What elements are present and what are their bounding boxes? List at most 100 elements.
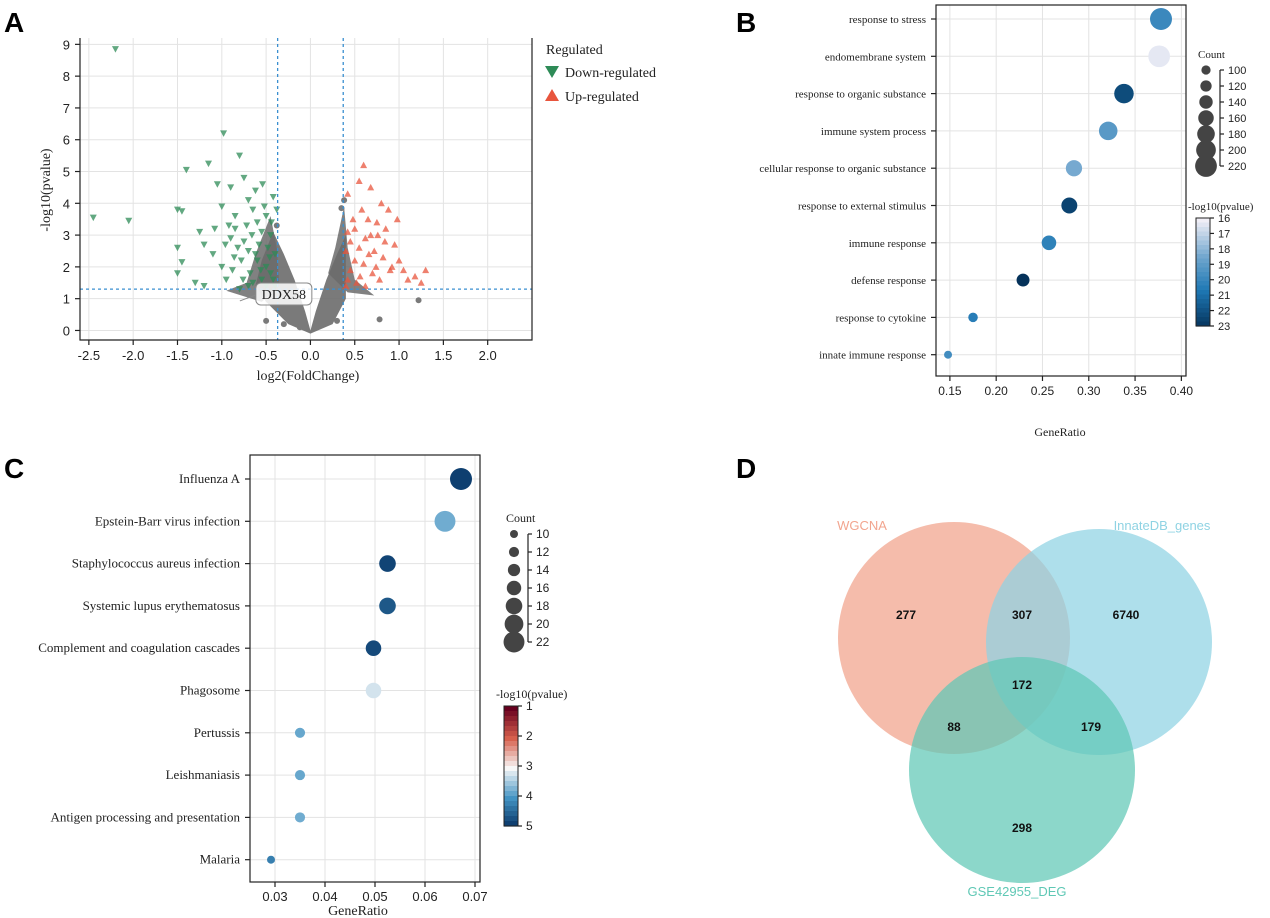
go-category-label: cellular response to organic substance <box>759 163 926 175</box>
kegg-size-legend-dot <box>508 546 520 558</box>
kegg-category-label: Phagosome <box>180 683 240 698</box>
kegg-dotplot: 0.03 0.04 0.05 0.06 0.07 Influenza A Epstein-… <box>38 454 567 918</box>
go-dot <box>1065 160 1083 177</box>
panel-letter-a: A <box>4 7 24 38</box>
kegg-category-label: Influenza A <box>179 471 241 486</box>
volcano-point-down <box>249 206 257 214</box>
volcano-point-down <box>267 219 275 226</box>
go-color-legend-swatch <box>1196 303 1210 309</box>
go-color-legend-label: 17 <box>1218 228 1230 240</box>
volcano-point-up <box>377 199 385 207</box>
go-size-legend-dot <box>1195 155 1217 177</box>
kegg-dot <box>450 468 472 490</box>
go-color-legend-frame <box>1195 217 1211 327</box>
kegg-color-legend-label: 5 <box>526 819 533 833</box>
go-dot <box>1061 197 1078 214</box>
go-xtick-label: 0.35 <box>1123 384 1147 398</box>
go-color-legend-swatch <box>1196 299 1210 305</box>
volcano-point-down <box>264 244 272 252</box>
venn-label-wgcna: WGCNA <box>837 518 887 533</box>
kegg-xtick-label: 0.04 <box>312 889 337 904</box>
kegg-color-legend-swatch <box>504 821 518 827</box>
go-dot <box>1148 45 1170 68</box>
kegg-color-legend-swatch <box>504 801 518 807</box>
go-color-legend-label: 23 <box>1218 321 1230 333</box>
volcano-point-down <box>173 244 181 252</box>
kegg-color-legend-swatch <box>504 811 518 817</box>
go-color-legend-swatch <box>1196 294 1210 300</box>
volcano-point-down <box>228 267 236 274</box>
volcano-axis-frame <box>79 38 533 341</box>
kegg-color-legend-swatch <box>504 771 518 777</box>
go-color-legend-swatch <box>1196 245 1210 251</box>
kegg-dot <box>365 682 382 699</box>
volcano-point-down <box>239 276 247 284</box>
volcano-legend-title: Regulated <box>546 43 603 58</box>
volcano-point-down <box>231 213 239 220</box>
venn-count-wgcna-deg: 88 <box>947 720 961 734</box>
volcano-point-up <box>376 276 384 283</box>
kegg-size-legend-label: 22 <box>536 635 550 649</box>
panel-letter-d: D <box>736 453 756 484</box>
kegg-size-legend-label: 10 <box>536 527 550 541</box>
volcano-point-up <box>349 215 357 223</box>
kegg-size-legend-dot <box>503 631 525 653</box>
volcano-point-down <box>196 228 204 236</box>
volcano-xtick-label: 1.0 <box>390 348 408 363</box>
go-color-legend-label: 19 <box>1218 259 1230 271</box>
volcano-xtick-label: 0.0 <box>301 348 319 363</box>
volcano-point-down <box>246 270 254 277</box>
kegg-color-legend-label: 4 <box>526 789 533 803</box>
volcano-point-down <box>251 187 259 195</box>
go-dot <box>1150 8 1172 30</box>
kegg-xtick-label: 0.03 <box>262 889 287 904</box>
go-color-legend-label: 21 <box>1218 290 1230 302</box>
kegg-xtick-label: 0.05 <box>362 889 387 904</box>
volcano-point-down <box>271 251 279 258</box>
volcano-point-up <box>355 244 363 251</box>
kegg-color-legend-swatch <box>504 746 518 752</box>
volcano-xtick-label: 0.5 <box>346 348 364 363</box>
volcano-point-down <box>244 197 252 204</box>
go-dot <box>1016 273 1030 287</box>
kegg-dot <box>294 770 306 781</box>
volcano-point-down <box>111 46 119 53</box>
kegg-dot <box>365 640 382 656</box>
volcano-point-up <box>372 263 380 270</box>
go-category-label: defense response <box>851 275 926 287</box>
go-color-legend-swatch <box>1196 272 1210 278</box>
volcano-point-down <box>255 241 263 249</box>
volcano-point-down <box>244 247 252 255</box>
volcano-point-down <box>266 254 274 261</box>
kegg-color-legend-swatch <box>504 736 518 742</box>
kegg-size-legend-dot <box>507 563 521 577</box>
kegg-size-legend-title: Count <box>506 511 536 525</box>
volcano-legend-down: Down-regulated <box>565 66 656 81</box>
volcano-point-down <box>178 259 186 266</box>
kegg-color-legend-swatch <box>504 716 518 722</box>
volcano-ytick-label: 4 <box>63 196 70 211</box>
kegg-color-legend-swatch <box>504 731 518 737</box>
go-color-legend-title: -log10(pvalue) <box>1188 201 1254 213</box>
volcano-ns-cloud-shape <box>328 206 375 296</box>
volcano-ytick-label: 0 <box>63 323 70 338</box>
volcano-xlabel: log2(FoldChange) <box>257 369 360 384</box>
volcano-point-down <box>236 286 244 293</box>
volcano-point-down <box>209 251 217 258</box>
volcano-point-down <box>249 279 257 287</box>
volcano-point-ns <box>273 222 280 229</box>
kegg-category-label: Malaria <box>200 852 241 867</box>
volcano-point-down <box>269 193 277 201</box>
go-size-legend-label: 200 <box>1228 145 1246 157</box>
volcano-point-down <box>200 282 208 290</box>
volcano-point-up <box>346 237 354 245</box>
volcano-point-up <box>351 225 359 232</box>
go-color-legend-swatch <box>1196 236 1210 242</box>
volcano-point-down <box>267 270 275 277</box>
kegg-color-legend-swatch <box>504 751 518 757</box>
venn-count-innate-deg: 179 <box>1081 720 1101 734</box>
volcano-point-ns <box>296 324 303 331</box>
go-color-legend-swatch <box>1196 312 1210 318</box>
volcano-xtick-label: 2.0 <box>479 348 497 363</box>
volcano-legend-up: Up-regulated <box>565 90 639 105</box>
